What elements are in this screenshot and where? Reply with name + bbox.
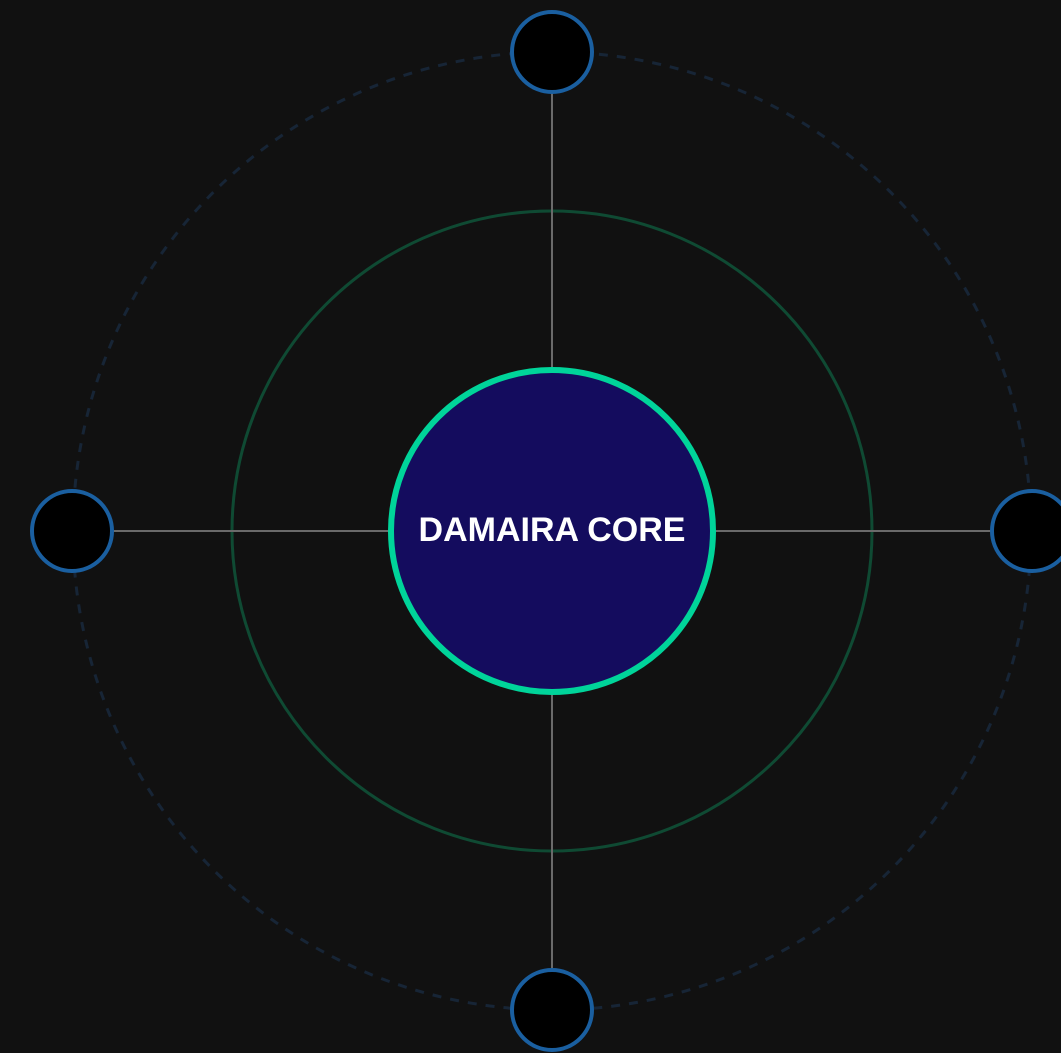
satellite-node — [990, 489, 1061, 573]
core-label: DAMAIRA CORE — [419, 511, 686, 549]
satellite-node — [510, 968, 594, 1052]
connectors — [112, 92, 992, 970]
core-node — [388, 367, 716, 695]
satellite-node — [30, 489, 114, 573]
satellite-node — [510, 10, 594, 94]
satellites — [30, 10, 1061, 1052]
